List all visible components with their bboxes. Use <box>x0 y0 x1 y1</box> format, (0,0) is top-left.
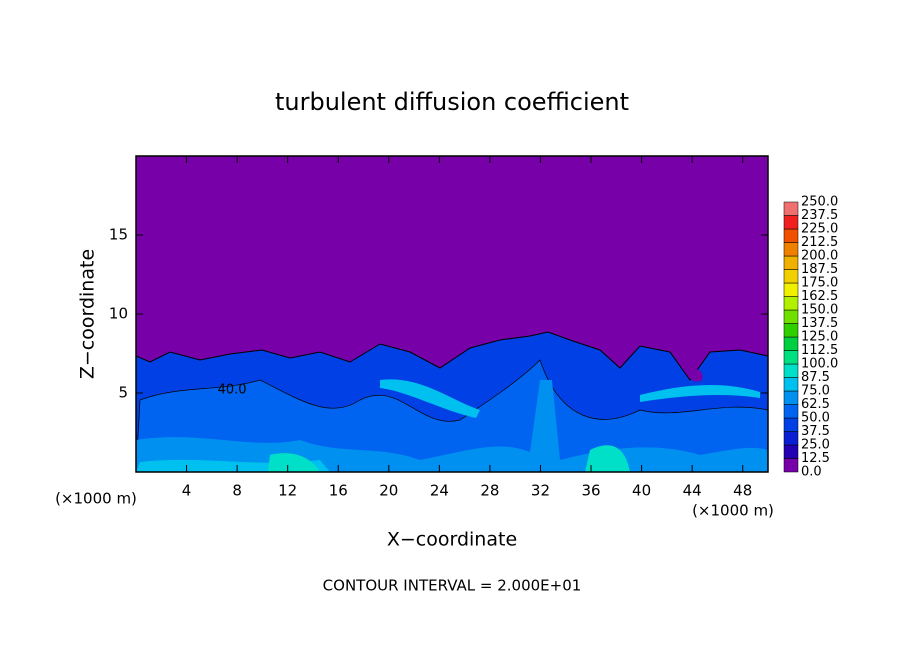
colorbar-label: 112.5 <box>801 343 838 358</box>
colorbar-label: 250.0 <box>801 195 838 210</box>
colorbar-label: 175.0 <box>801 276 838 291</box>
colorbar-swatch <box>783 431 799 446</box>
colorbar-swatch <box>783 296 799 311</box>
colorbar-swatch <box>783 242 799 257</box>
x-tick-label: 12 <box>278 482 297 500</box>
x-tick-label: 40 <box>632 482 651 500</box>
colorbar-swatch <box>783 323 799 338</box>
x-tick-label: 20 <box>379 482 398 500</box>
colorbar-swatch <box>783 377 799 392</box>
x-tick-label: 4 <box>182 482 192 500</box>
colorbar-swatch <box>783 215 799 230</box>
y-tick-label: 10 <box>109 305 128 323</box>
field-region <box>268 445 630 472</box>
colorbar-label: 137.5 <box>801 316 838 331</box>
colorbar-swatch <box>783 269 799 284</box>
colorbar-label: 62.5 <box>801 397 830 412</box>
colorbar-label: 25.0 <box>801 438 830 453</box>
colorbar-swatch <box>783 363 799 378</box>
x-tick-label: 16 <box>329 482 348 500</box>
x-unit-label: (×1000 m) <box>692 502 774 520</box>
x-tick-label: 32 <box>531 482 550 500</box>
colorbar-label: 162.5 <box>801 289 838 304</box>
colorbar-label: 100.0 <box>801 357 838 372</box>
x-unit-label: (×1000 m) <box>55 490 137 508</box>
colorbar-swatch <box>783 336 799 351</box>
colorbar-label: 50.0 <box>801 411 830 426</box>
colorbar-label: 75.0 <box>801 384 830 399</box>
colorbar-label: 12.5 <box>801 451 830 466</box>
colorbar-label: 87.5 <box>801 370 830 385</box>
x-tick-label: 36 <box>581 482 600 500</box>
colorbar-swatch <box>783 282 799 297</box>
field-region <box>136 379 760 472</box>
x-tick-label: 8 <box>232 482 242 500</box>
field <box>136 300 768 472</box>
colorbar-label: 0.0 <box>801 465 822 480</box>
y-tick-label: 5 <box>118 384 128 402</box>
x-tick-label: 28 <box>480 482 499 500</box>
x-tick-label: 48 <box>733 482 752 500</box>
colorbar-swatch <box>783 458 799 473</box>
colorbar-label: 200.0 <box>801 249 838 264</box>
y-axis-label: Z−coordinate <box>77 249 99 379</box>
colorbar-swatch <box>783 201 799 216</box>
colorbar-label: 125.0 <box>801 330 838 345</box>
x-tick-label: 44 <box>683 482 702 500</box>
x-axis-label: X−coordinate <box>387 529 517 551</box>
field-region <box>136 380 768 472</box>
colorbar-swatch <box>783 228 799 243</box>
annotation: CONTOUR INTERVAL = 2.000E+01 <box>323 577 582 595</box>
colorbar-label: 212.5 <box>801 235 838 250</box>
colorbar-label: 187.5 <box>801 262 838 277</box>
colorbar-swatch <box>783 404 799 419</box>
colorbar-swatch <box>783 444 799 459</box>
colorbar-swatch <box>783 390 799 405</box>
colorbar-label: 150.0 <box>801 303 838 318</box>
colorbar-swatch <box>783 255 799 270</box>
colorbar-label: 37.5 <box>801 424 830 439</box>
contour-label: 40.0 <box>218 382 247 397</box>
x-tick-label: 24 <box>430 482 449 500</box>
colorbar-label: 237.5 <box>801 208 838 223</box>
colorbar-swatch <box>783 309 799 324</box>
colorbar-swatch <box>783 417 799 432</box>
y-tick-label: 15 <box>109 226 128 244</box>
colorbar-label: 225.0 <box>801 222 838 237</box>
chart-title: turbulent diffusion coefficient <box>275 88 629 116</box>
colorbar-swatch <box>783 350 799 365</box>
